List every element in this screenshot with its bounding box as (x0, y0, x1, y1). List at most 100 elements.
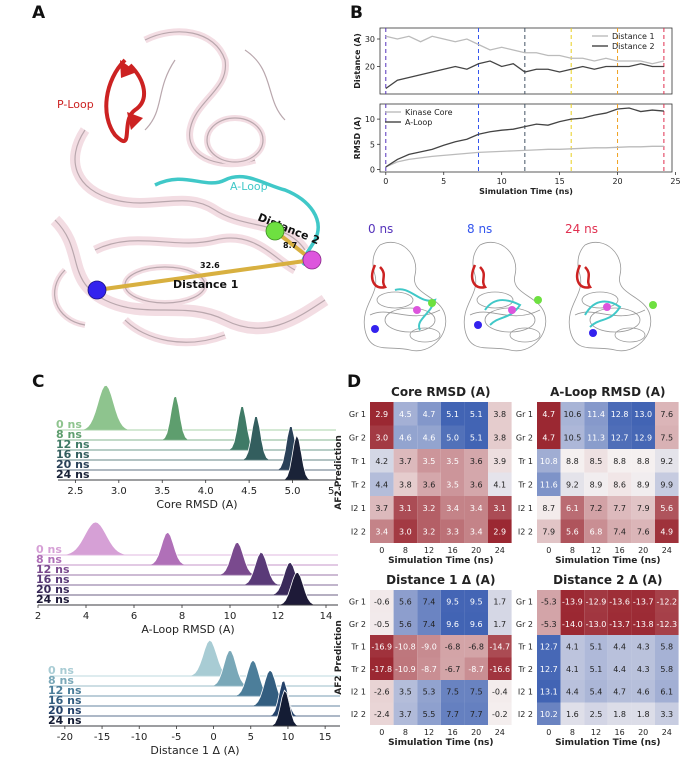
heatmap-cell (440, 519, 465, 543)
heatmap-cell (440, 612, 465, 635)
row-label-4: I2 1 (351, 504, 366, 513)
heatmap-cell (655, 612, 679, 635)
y-axis-label: RMSD (A) (353, 117, 362, 160)
protein-ribbon (50, 28, 329, 347)
heatmap-cell (537, 472, 561, 496)
heatmap-cell (417, 612, 441, 635)
heatmap-cell (488, 425, 512, 449)
heatmap-cell-value: 3.4 (446, 504, 459, 513)
heatmap-cell (370, 680, 394, 703)
heatmap-cell (655, 635, 679, 658)
distance-1-label: Distance 1 (173, 278, 238, 291)
heatmap-cell-value: -6.8 (445, 642, 461, 651)
heatmap-cell (631, 472, 655, 496)
heatmap-cell (560, 402, 585, 426)
row-label-3: Tr 2 (517, 480, 533, 489)
heatmap-cell (584, 590, 608, 613)
col-label-2: 12 (424, 546, 434, 555)
heatmap-cell-value: 6.1 (566, 504, 579, 513)
col-label-3: 16 (615, 728, 625, 737)
heatmap-cell (655, 449, 679, 473)
heatmap-cell-value: 4.3 (637, 665, 650, 674)
heatmap-cell-value: -5.3 (541, 597, 557, 606)
heatmap-cell-value: 2.9 (493, 527, 506, 536)
heatmap-cell-value: 8.9 (637, 480, 650, 489)
x-tick-label: 5 (441, 177, 446, 186)
row-label-0: Gr 1 (516, 410, 533, 419)
heatmap-cell-value: 6.8 (590, 527, 603, 536)
heatmap-cell-value: 3.2 (423, 527, 436, 536)
heatmap-cell-value: 3.1 (399, 504, 412, 513)
row-label-3: Tr 2 (350, 480, 366, 489)
heatmap-cell-value: 7.4 (423, 597, 436, 606)
heatmap-cell-value: 4.4 (613, 642, 626, 651)
ridge-label-3: 16 ns (56, 448, 90, 461)
heatmap-cell-value: 12.9 (634, 433, 652, 442)
snapshot-24-p-loop (575, 264, 593, 289)
heatmap-cell-value: 4.7 (613, 687, 626, 696)
heatmap-cell-value: 4.4 (375, 480, 388, 489)
heatmap-cell-value: 8.8 (566, 457, 579, 466)
heatmap-cell (440, 449, 465, 473)
row-label-4: I2 1 (351, 687, 366, 696)
ridge-0 (38, 522, 338, 556)
heatmap-cell (370, 612, 394, 635)
x-tick-label: 15 (555, 177, 565, 186)
heatmap-cell-value: 5.8 (660, 665, 673, 674)
distance1-delta-heatmap: Distance 1 Δ (A) Gr 1 -0.6 5.6 7.4 9.5 9.5 1.7 G… (334, 573, 512, 748)
x-tick-label: 12 (272, 611, 285, 622)
heatmap-cell (560, 657, 585, 680)
heatmap-cell-value: 9.2 (566, 480, 579, 489)
heatmap-cell-value: 7.5 (470, 687, 483, 696)
heatmap-cell (440, 402, 465, 426)
heatmap-cell (584, 680, 608, 703)
heatmap-cell-value: 3.2 (423, 504, 436, 513)
heatmap-cell-value: -8.7 (468, 665, 484, 674)
heatmap-cell-value: -17.8 (371, 665, 392, 674)
panel-letter-c: C (32, 372, 45, 392)
heatmap-cell (370, 425, 394, 449)
heatmap-cell (417, 425, 441, 449)
row-label-2: Tr 1 (517, 642, 533, 651)
y-tick-label: 20 (365, 63, 375, 72)
heatmap-cell-value: -0.5 (374, 620, 390, 629)
y-tick-label: 0 (370, 165, 375, 174)
heatmap-cell-value: 7.5 (446, 687, 459, 696)
heatmap-cell (393, 702, 418, 725)
heatmap-cell-value: 4.1 (566, 642, 579, 651)
snapshot-0-blue-atom (371, 325, 379, 333)
panel-letter-d: D (347, 372, 362, 392)
heatmap-cell-value: 3.5 (446, 480, 459, 489)
heatmap-cell (488, 472, 512, 496)
x-tick-label: 4 (83, 611, 89, 622)
heatmap-cell (537, 635, 561, 658)
heatmap-cell (584, 449, 608, 473)
row-label-0: Gr 1 (516, 597, 533, 606)
heatmap-cell-value: 13.0 (634, 410, 652, 419)
heatmap-cell-value: 12.8 (611, 410, 629, 419)
heatmap-cell (631, 612, 655, 635)
col-label-5: 24 (495, 546, 505, 555)
x-tick-label: 4.5 (241, 486, 257, 497)
heatmap-cell-value: 9.5 (470, 597, 483, 606)
heatmap-cell-value: 3.3 (660, 710, 673, 719)
heatmap-cell (607, 612, 632, 635)
heatmap-cell (537, 519, 561, 543)
heatmap-cell-value: -0.4 (492, 687, 508, 696)
heatmap-cell (584, 635, 608, 658)
heatmap-cell-value: 7.4 (613, 527, 626, 536)
heatmap-cell-value: -0.6 (374, 597, 390, 606)
heatmap-cell (631, 657, 655, 680)
heatmap-title: Distance 2 Δ (A) (553, 573, 662, 587)
heatmap-cell-value: 4.7 (542, 433, 555, 442)
x-axis-label: Simulation Time (ns) (388, 556, 493, 566)
heatmap-cell-value: -10.9 (395, 665, 416, 674)
y-axis-label: Distance (A) (353, 33, 362, 89)
heatmap-cell (370, 635, 394, 658)
heatmap-cell (417, 496, 441, 520)
plot-frame (379, 103, 673, 173)
x-tick-label: -20 (57, 732, 73, 743)
heatmap-cell-value: 9.5 (446, 597, 459, 606)
heatmap-cell (607, 402, 632, 426)
heatmap-cell (655, 519, 679, 543)
